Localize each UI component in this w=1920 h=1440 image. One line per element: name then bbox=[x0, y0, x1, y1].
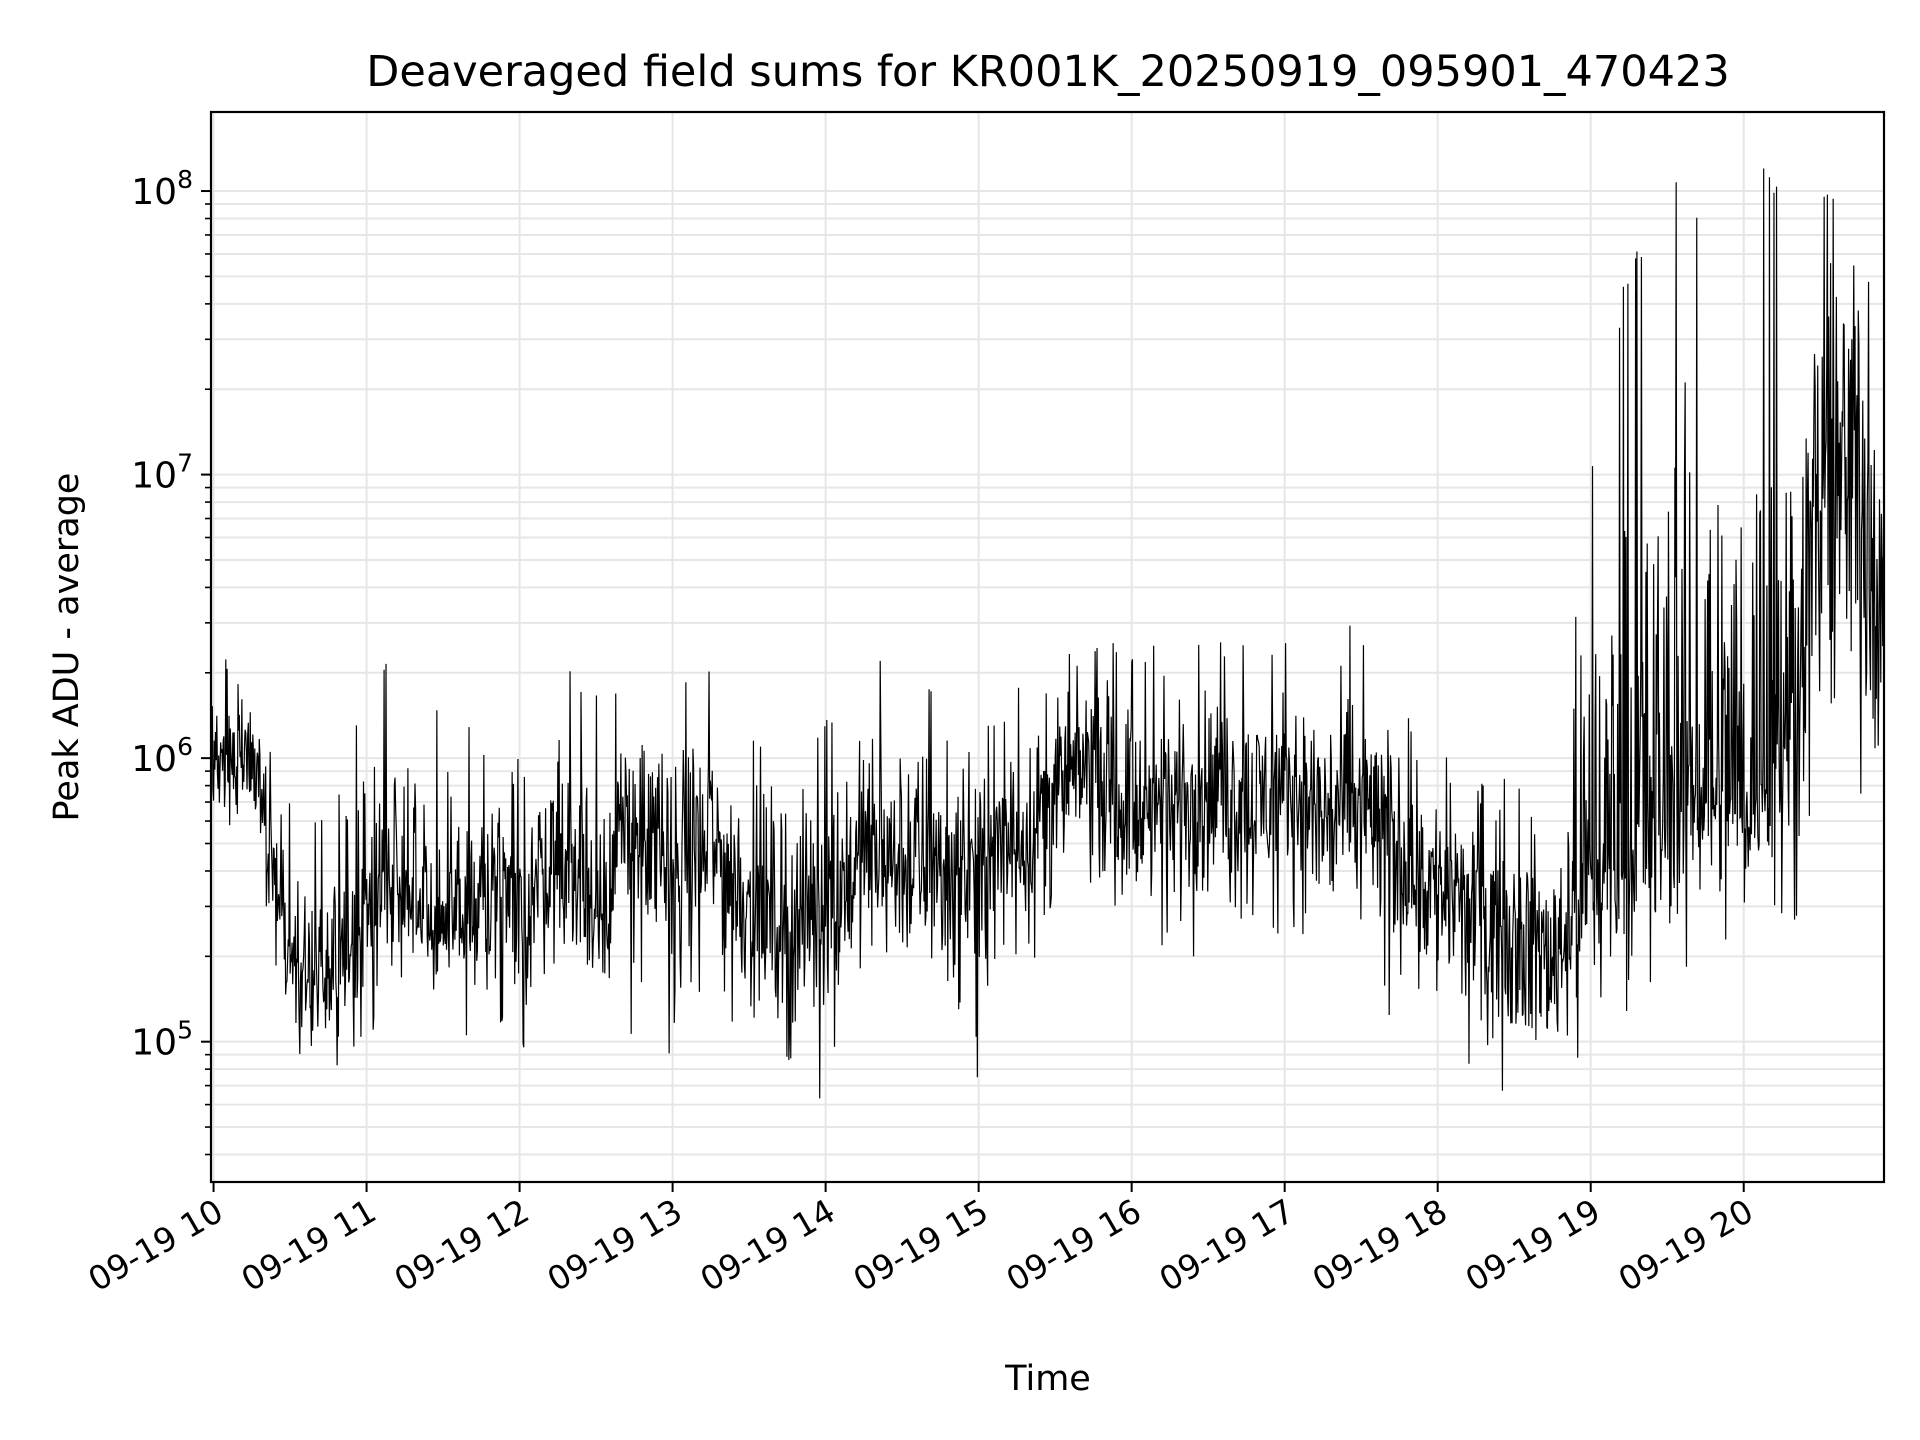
y-tick-label: 108 bbox=[131, 165, 193, 213]
y-tick-label: 107 bbox=[131, 449, 193, 497]
y-axis-label: Peak ADU - average bbox=[47, 473, 87, 822]
y-tick-label: 106 bbox=[131, 732, 193, 780]
y-tick-label: 105 bbox=[131, 1016, 193, 1064]
y-axis-ticks: 105 106 107 108 bbox=[131, 165, 211, 1156]
plot-area-frame bbox=[209, 110, 1886, 1184]
x-axis-label: Time bbox=[1004, 1359, 1091, 1399]
series-line bbox=[210, 168, 1885, 1099]
series-layer bbox=[210, 168, 1885, 1099]
chart-title: Deaveraged field sums for KR001K_2025091… bbox=[366, 47, 1729, 97]
